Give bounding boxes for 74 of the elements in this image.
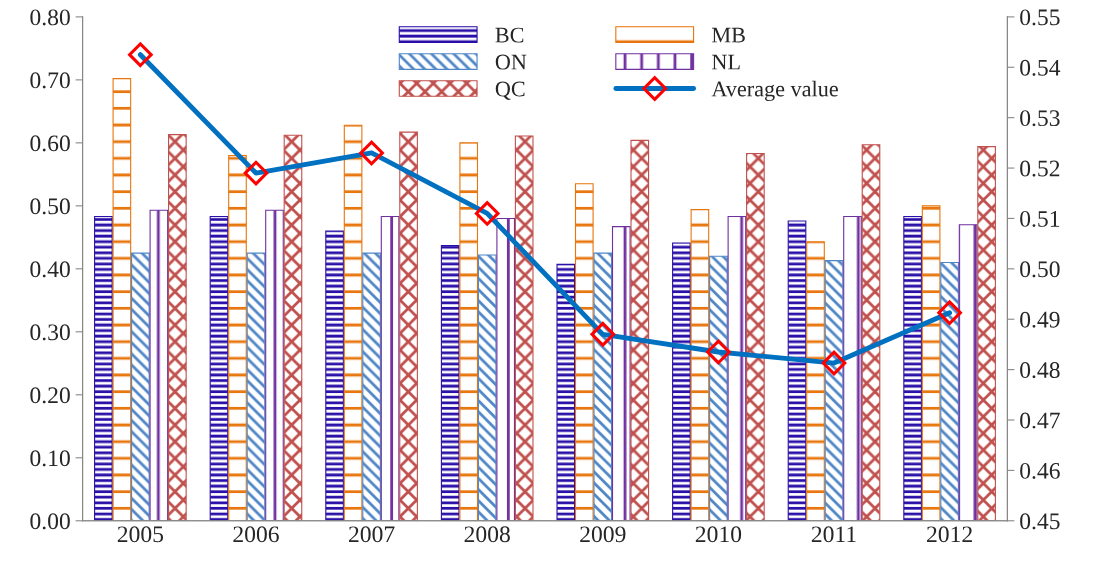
bar [459,142,479,521]
bar [903,215,922,521]
x-tick-label: 2010 [695,526,742,543]
bar [593,252,613,521]
y2-tick-label: 0.54 [1020,59,1061,76]
bar [958,224,978,521]
bar [709,255,728,521]
y-tick-label: 0.10 [30,450,70,467]
bar [362,252,381,521]
y-tick-label: 0.00 [30,513,70,530]
x-tick-label: 2011 [811,526,856,543]
legend-label: Average value [711,80,838,102]
y-tick-label: 0.70 [30,72,70,89]
legend-label: BC [495,27,524,43]
x-tick-label: 2012 [927,526,972,543]
y-tick-label: 0.60 [30,135,70,152]
bar [283,134,303,521]
legend-label: MB [712,27,745,43]
bar [477,254,497,521]
y2-tick-label: 0.50 [1020,261,1060,278]
x-tick-label: 2005 [117,526,164,543]
bar [630,139,650,521]
bar [399,131,418,521]
x-tick-label: 2007 [349,526,395,543]
bar [325,230,344,521]
y-tick-label: 0.80 [30,9,70,26]
bar [112,78,132,521]
bar [977,146,996,521]
bar [246,252,266,521]
y2-tick-label: 0.52 [1020,160,1060,177]
bar [343,124,363,521]
bar [861,144,881,521]
y2-tick-label: 0.47 [1020,412,1060,429]
y2-tick-label: 0.46 [1020,462,1060,479]
bar [228,154,247,521]
bar [209,215,229,521]
y2-tick-label: 0.45 [1020,513,1060,530]
bar [690,209,710,521]
y-tick-label: 0.20 [30,387,70,404]
bar [843,215,862,521]
bar [94,215,113,521]
bar [727,215,747,521]
x-tick-label: 2008 [464,526,510,543]
bar [440,244,460,521]
bar [131,252,150,521]
bar [940,261,959,521]
bar [806,241,825,521]
legend-label: QC [495,81,525,100]
y2-tick-label: 0.49 [1020,311,1060,328]
bar [787,220,807,521]
legend-label: ON [495,54,527,70]
y-tick-label: 0.50 [30,198,70,215]
bar [824,260,844,521]
bar [611,226,631,521]
y2-tick-label: 0.51 [1020,210,1060,227]
bar [514,135,534,521]
y2-tick-label: 0.53 [1020,110,1060,127]
bar [672,242,691,521]
x-tick-label: 2006 [233,526,279,543]
bar [496,217,516,521]
bar [921,205,941,521]
bar [556,263,576,521]
legend-label: NL [712,54,740,70]
x-tick-label: 2009 [580,526,626,543]
bar [574,183,594,521]
bar [149,209,169,521]
bar [380,215,400,521]
bar [265,209,284,521]
y2-tick-label: 0.48 [1020,362,1060,379]
y-tick-label: 0.40 [30,261,70,278]
y2-tick-label: 0.55 [1020,9,1060,26]
bar [746,153,765,521]
bar [168,134,187,521]
y-tick-label: 0.30 [30,324,70,341]
